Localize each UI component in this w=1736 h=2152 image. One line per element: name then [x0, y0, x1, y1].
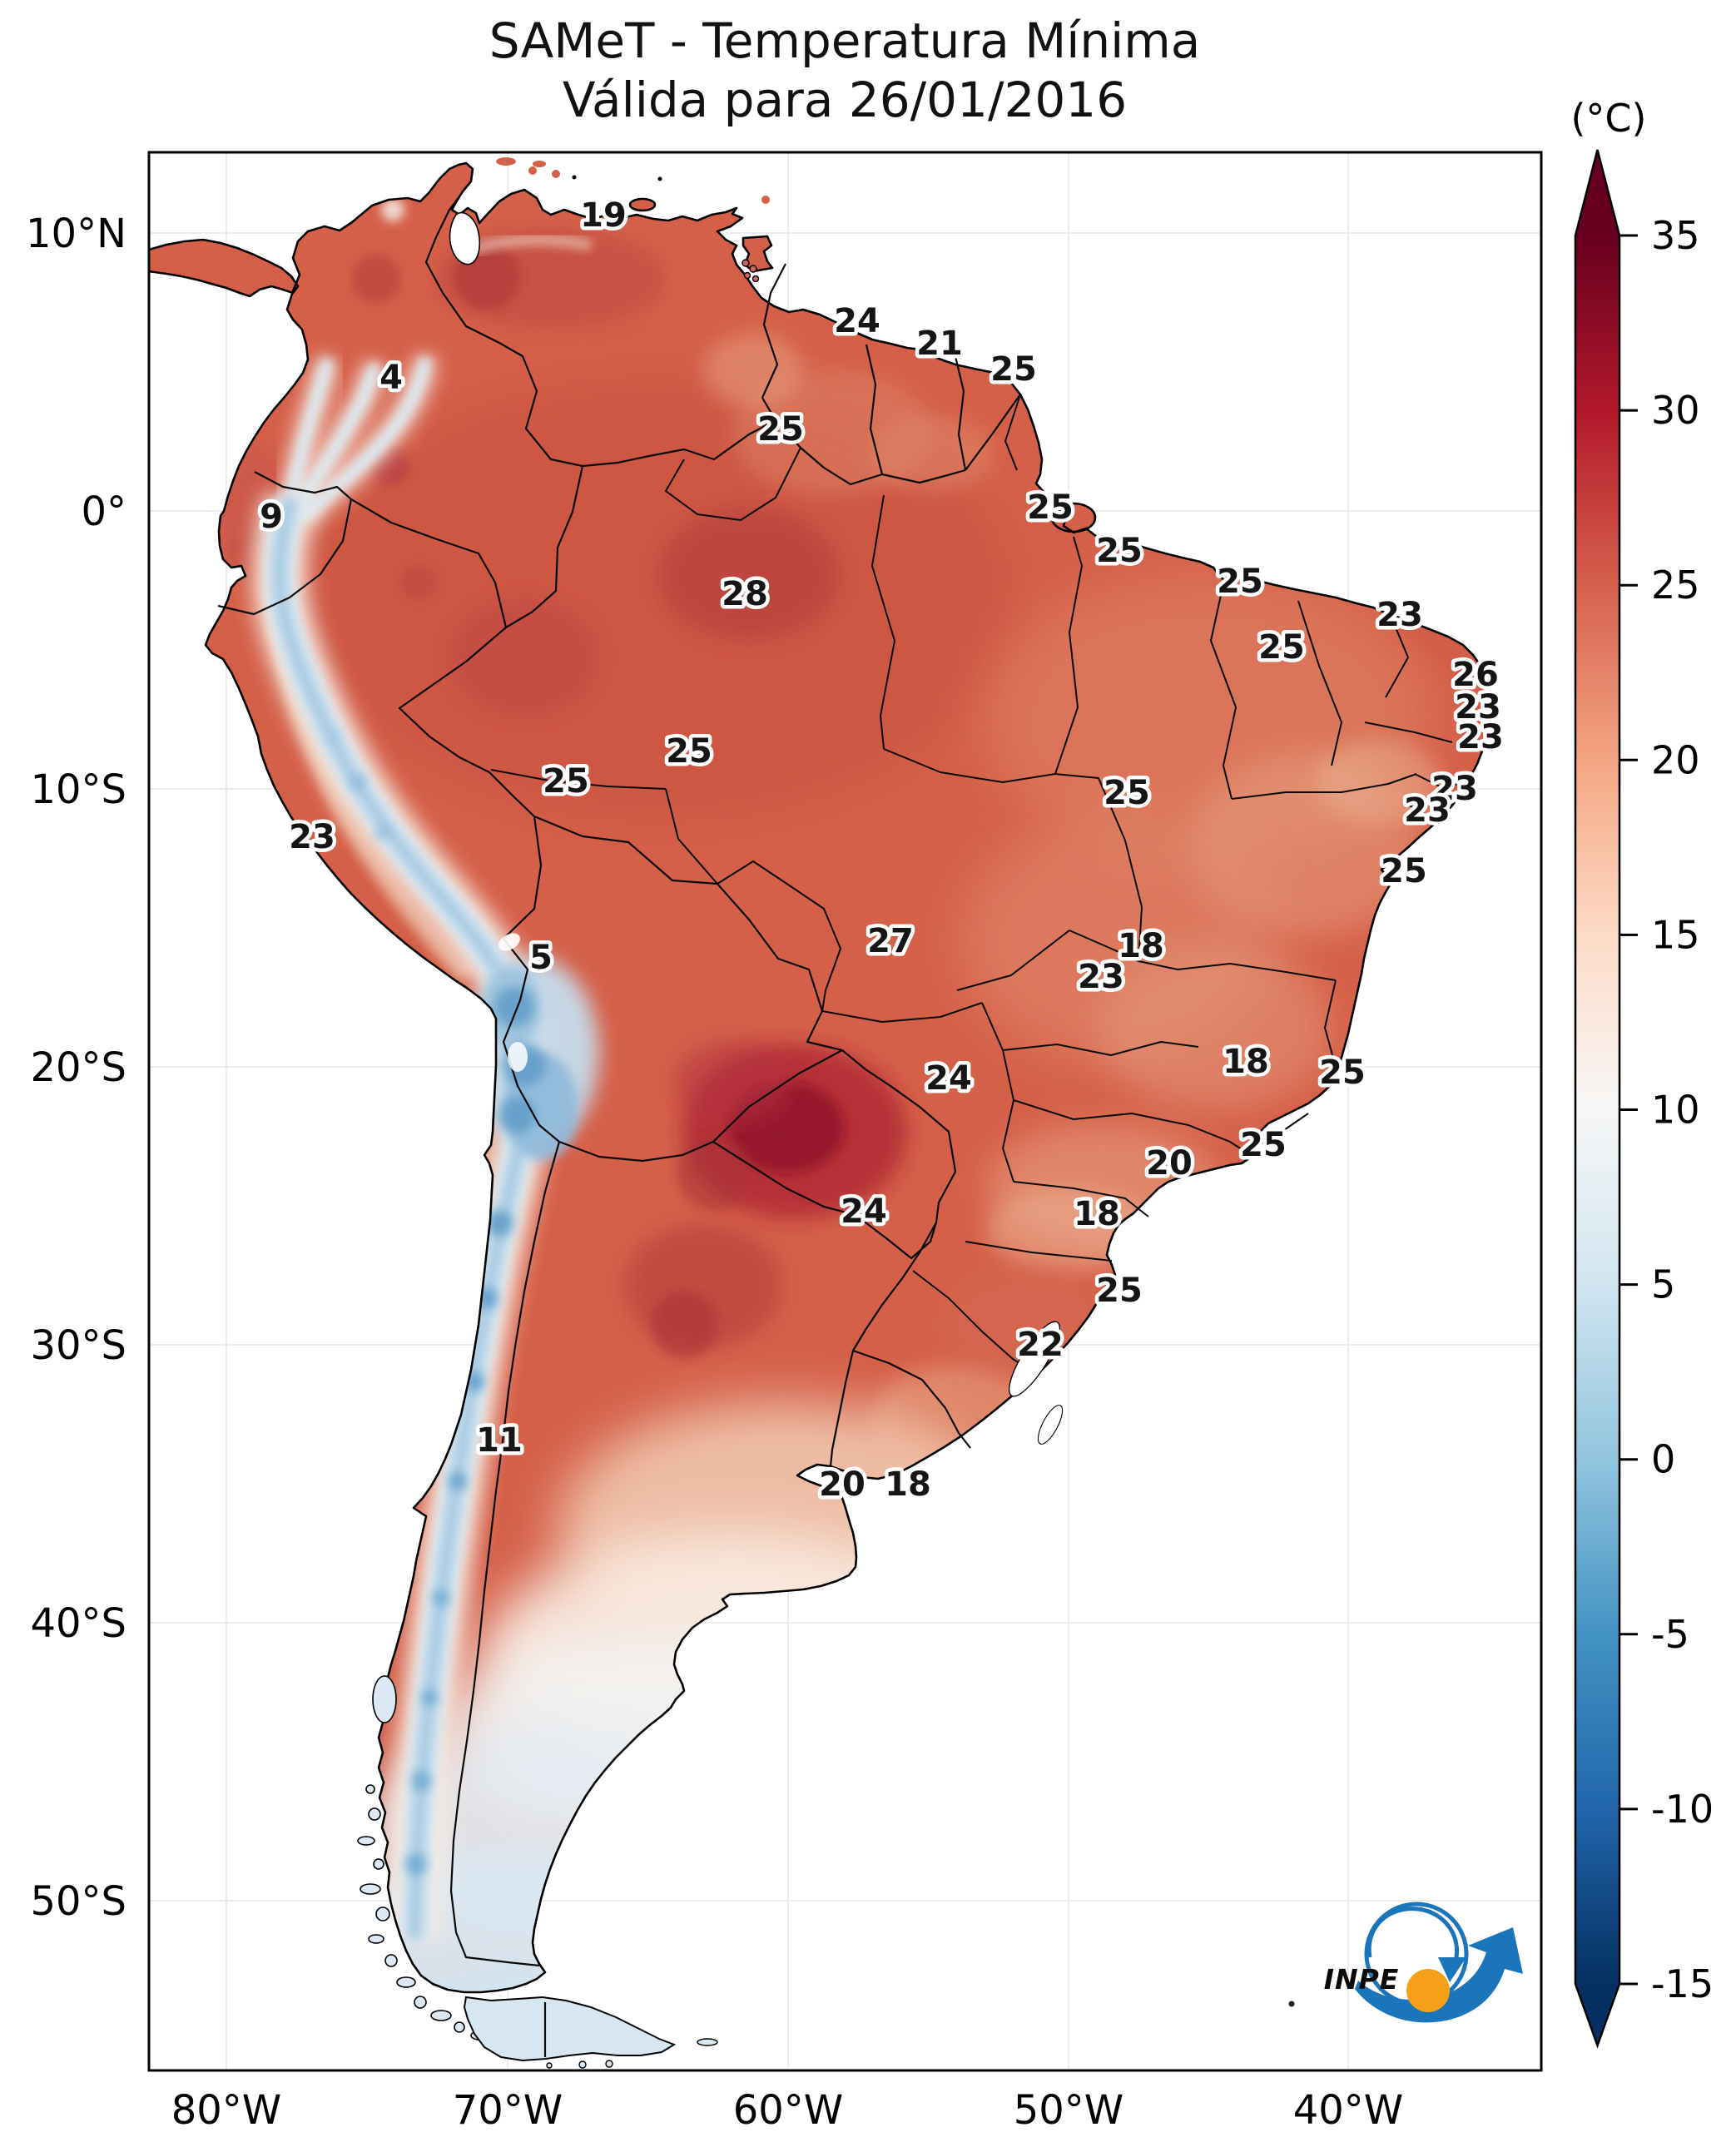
temp-value-label: 4 [379, 359, 403, 397]
inpe-logo-text: INPE [1324, 1963, 1400, 1996]
chiloe-island [372, 1675, 397, 1723]
salar-uyuni [508, 1042, 528, 1072]
colorbar-tick-label: -10 [1651, 1787, 1714, 1832]
colorbar-tick-label: 25 [1651, 563, 1700, 607]
colorbar-ticks: 35 30 25 20 15 10 5 0 -5 -10 -15 [1619, 213, 1714, 2006]
temp-value-label: 18 [885, 1465, 931, 1504]
temp-value-label: 19 [580, 196, 627, 235]
lat-tick-label: 10°N [26, 211, 126, 257]
inpe-sun-dot-icon [1406, 1969, 1450, 2012]
temp-value-label: 23 [1078, 958, 1124, 996]
country-borders [217, 182, 1021, 1967]
lake-titicaca [498, 933, 520, 951]
temp-value-label: 18 [1118, 927, 1164, 965]
figure-title-line2: Válida para 26/01/2016 [562, 71, 1128, 128]
temp-value-label: 23 [1376, 596, 1423, 634]
temp-value-label: 20 [819, 1465, 866, 1504]
temp-value-label: 25 [990, 350, 1037, 389]
coastline [149, 161, 1491, 1994]
lon-tick-label: 70°W [453, 2087, 563, 2134]
temp-value-label: 22 [1017, 1326, 1064, 1364]
temp-value-label: 25 [1381, 852, 1427, 890]
colorbar-gradient [1575, 236, 1619, 1984]
tierra-del-fuego [463, 1996, 1295, 2069]
lon-tick-label: 60°W [733, 2087, 844, 2134]
inpe-swoosh-arrow-icon [1355, 1927, 1523, 2023]
temp-value-label: 23 [1431, 770, 1478, 808]
orinoco-delta-islets [742, 259, 760, 283]
lat-tick-label: 40°S [30, 1600, 126, 1647]
colorbar-tick-label: 20 [1651, 737, 1700, 782]
patagonia-fjord-islands [357, 1675, 489, 2040]
colorbar-tick-label: 15 [1651, 912, 1700, 957]
temp-value-label: 25 [1096, 532, 1143, 570]
lake-maracaibo [449, 211, 481, 265]
temp-value-label: 18 [1223, 1043, 1269, 1081]
colorbar-tick-label: -5 [1651, 1612, 1689, 1657]
lat-tick-label: 30°S [30, 1322, 126, 1369]
temp-value-label: 25 [666, 732, 712, 771]
lagoa-mirim [1037, 1405, 1064, 1445]
inpe-spiral-icon [1366, 1907, 1460, 1965]
temp-value-label: 28 [722, 575, 768, 613]
lat-tick-label: 0° [81, 488, 126, 535]
map-frame [147, 151, 1543, 2072]
temp-value-label: 20 [1146, 1144, 1193, 1183]
temp-value-label: 24 [834, 302, 880, 340]
temp-value-label: 9 [260, 498, 283, 536]
temp-value-label: 24 [841, 1193, 887, 1231]
temp-value-label: 26 [1452, 656, 1499, 694]
temp-value-label: 25 [757, 410, 804, 449]
colorbar-unit-label: (°C) [1570, 96, 1646, 141]
andes-cold-band [251, 355, 599, 1940]
temp-value-label: 27 [867, 922, 914, 960]
temp-value-label: 25 [543, 762, 589, 801]
temp-value-label: 18 [1074, 1195, 1120, 1233]
lon-tick-label: 80°W [171, 2087, 282, 2134]
colorbar-tick-label: 10 [1651, 1088, 1700, 1133]
colorbar-tick-label: 30 [1651, 388, 1700, 433]
colorbar-tick-label: 0 [1651, 1437, 1675, 1482]
colorbar: (°C) 35 30 25 20 15 10 5 0 -5 -10 -15 [1570, 96, 1714, 2049]
temp-value-label: 25 [1319, 1054, 1366, 1092]
state-borders [490, 394, 1467, 1372]
temp-value-label: 25 [1027, 488, 1074, 527]
colorbar-tick-label: 5 [1651, 1262, 1675, 1307]
temp-value-label: 24 [925, 1059, 972, 1098]
figure-title: SAMeT - Temperatura Mínima Válida para 2… [489, 12, 1201, 130]
temp-value-label: 11 [476, 1421, 523, 1460]
colorbar-arrow-top [1575, 150, 1619, 236]
lagoa-dos-patos [1008, 1321, 1061, 1397]
lat-tick-label: 10°S [30, 766, 126, 813]
temp-value-label: 25 [1096, 1272, 1143, 1310]
temp-value-label: 25 [1240, 1126, 1287, 1164]
inpe-spiral-arrowhead-icon [1438, 1957, 1466, 1982]
temp-value-label: 25 [1258, 628, 1305, 667]
temp-value-label: 5 [529, 939, 553, 977]
lakes [449, 211, 1064, 1445]
colorbar-arrow-bottom [1575, 1983, 1619, 2045]
lat-tick-label: 20°S [30, 1044, 126, 1091]
temp-value-label: 23 [289, 818, 335, 856]
figure-title-line1: SAMeT - Temperatura Mínima [489, 12, 1201, 69]
temp-value-label: 23 [1457, 718, 1504, 756]
temp-value-label: 23 [1455, 688, 1501, 726]
lat-tick-label: 50°S [30, 1878, 126, 1925]
temp-value-label: 25 [1104, 774, 1150, 812]
lon-tick-label: 40°W [1293, 2087, 1404, 2134]
longitude-axis: 80°W 70°W 60°W 50°W 40°W [171, 2087, 1404, 2134]
temp-value-label: 25 [1217, 563, 1263, 601]
colorbar-tick-label: -15 [1651, 1961, 1714, 2006]
inpe-logo: INPE [1324, 1902, 1523, 2023]
temp-value-label: 23 [1404, 791, 1451, 830]
temp-value-label: 21 [916, 325, 963, 363]
colorbar-tick-label: 35 [1651, 213, 1700, 258]
latitude-axis: 10°N 0° 10°S 20°S 30°S 40°S 50°S [26, 211, 126, 1925]
lon-tick-label: 50°W [1014, 2087, 1124, 2134]
